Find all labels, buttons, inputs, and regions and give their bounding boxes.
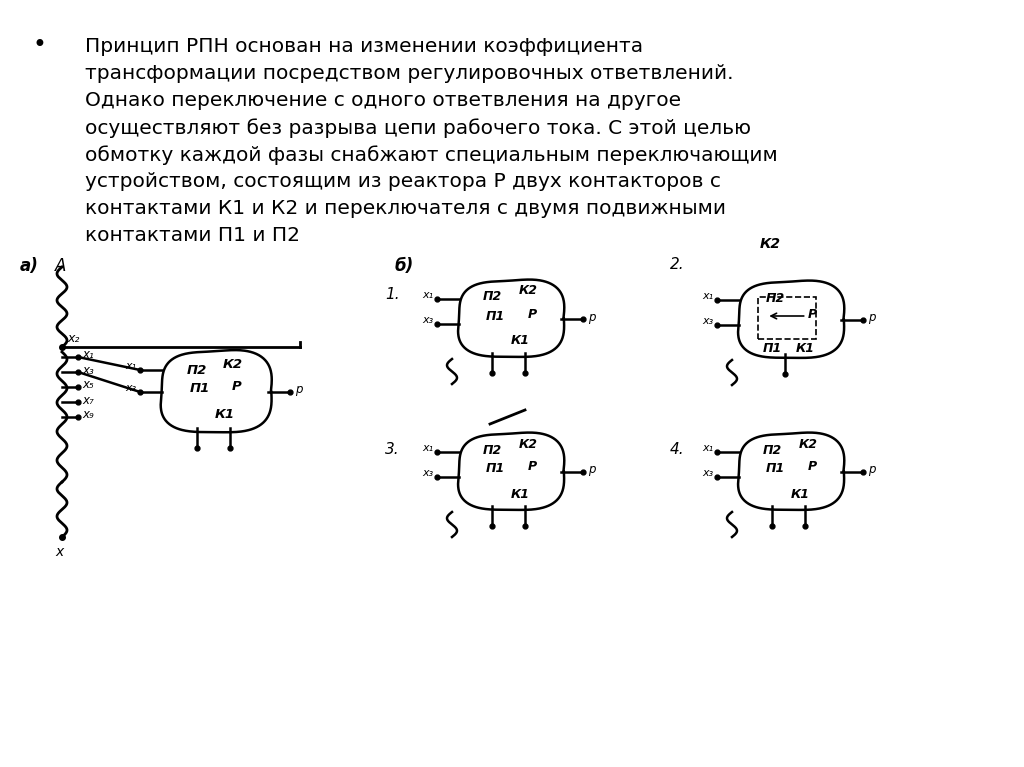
Text: Р: Р (527, 460, 537, 473)
Text: x₁: x₁ (702, 443, 714, 453)
Text: К1: К1 (511, 334, 529, 347)
Text: К2: К2 (223, 357, 243, 370)
Text: Р: Р (808, 460, 816, 473)
Text: Р: Р (232, 380, 242, 393)
Text: р: р (588, 463, 595, 476)
Text: x₃: x₃ (82, 364, 94, 377)
Text: x: x (55, 545, 63, 559)
Text: р: р (295, 384, 302, 397)
Text: П2: П2 (482, 443, 502, 456)
Text: К2: К2 (760, 237, 781, 251)
Text: а): а) (20, 257, 39, 275)
Text: П1: П1 (189, 383, 210, 396)
Text: К1: К1 (511, 488, 529, 501)
Text: П2: П2 (765, 291, 784, 304)
Text: 2.: 2. (670, 257, 685, 272)
Text: К1: К1 (796, 341, 814, 354)
Text: б): б) (395, 257, 415, 275)
Text: П2: П2 (763, 443, 781, 456)
Text: осуществляют без разрыва цепи рабочего тока. С этой целью: осуществляют без разрыва цепи рабочего т… (85, 118, 751, 137)
Text: x₁: x₁ (422, 443, 433, 453)
Text: трансформации посредством регулировочных ответвлений.: трансформации посредством регулировочных… (85, 64, 733, 83)
Text: П1: П1 (763, 341, 781, 354)
Text: контактами К1 и К2 и переключателя с двумя подвижными: контактами К1 и К2 и переключателя с дву… (85, 199, 726, 218)
Bar (759, 297, 815, 339)
Text: обмотку каждой фазы снабжают специальным переключающим: обмотку каждой фазы снабжают специальным… (85, 145, 778, 165)
Text: П1: П1 (485, 463, 505, 476)
Text: Р: Р (527, 308, 537, 321)
Text: Р: Р (808, 308, 816, 321)
Polygon shape (738, 433, 844, 510)
Text: К1: К1 (791, 488, 810, 501)
Polygon shape (458, 279, 564, 357)
Text: П2: П2 (186, 364, 207, 377)
Polygon shape (738, 281, 844, 358)
Text: К2: К2 (518, 437, 538, 450)
Text: x₃: x₃ (702, 316, 714, 326)
Text: x₁: x₁ (125, 361, 136, 371)
Text: •: • (32, 33, 46, 57)
Text: К1: К1 (215, 407, 236, 420)
Text: К2: К2 (518, 285, 538, 298)
Text: x₃: x₃ (702, 468, 714, 478)
Text: К2: К2 (799, 437, 817, 450)
Text: 1.: 1. (385, 287, 399, 302)
Text: П2: П2 (482, 291, 502, 304)
Text: x₇: x₇ (82, 393, 94, 407)
Text: устройством, состоящим из реактора Р двух контакторов с: устройством, состоящим из реактора Р дву… (85, 172, 721, 191)
Text: x₁: x₁ (422, 290, 433, 300)
Text: x₁: x₁ (702, 291, 714, 301)
Text: р: р (867, 463, 876, 476)
Text: x₅: x₅ (82, 378, 94, 391)
Text: x₃: x₃ (422, 468, 433, 478)
Text: x₉: x₉ (82, 409, 94, 422)
Text: x₁: x₁ (82, 348, 94, 361)
Text: р: р (588, 311, 595, 324)
Text: Однако переключение с одного ответвления на другое: Однако переключение с одного ответвления… (85, 91, 681, 110)
Text: П1: П1 (485, 310, 505, 322)
Text: А: А (55, 257, 67, 275)
Text: П1: П1 (765, 463, 784, 476)
Polygon shape (161, 350, 271, 433)
Text: 3.: 3. (385, 442, 399, 457)
Text: Принцип РПН основан на изменении коэффициента: Принцип РПН основан на изменении коэффиц… (85, 37, 643, 56)
Text: x₃: x₃ (422, 315, 433, 325)
Text: р: р (867, 311, 876, 324)
Text: 4.: 4. (670, 442, 685, 457)
Text: x₂: x₂ (67, 333, 80, 345)
Polygon shape (458, 433, 564, 510)
Text: x₃: x₃ (125, 383, 136, 393)
Text: контактами П1 и П2: контактами П1 и П2 (85, 226, 300, 245)
